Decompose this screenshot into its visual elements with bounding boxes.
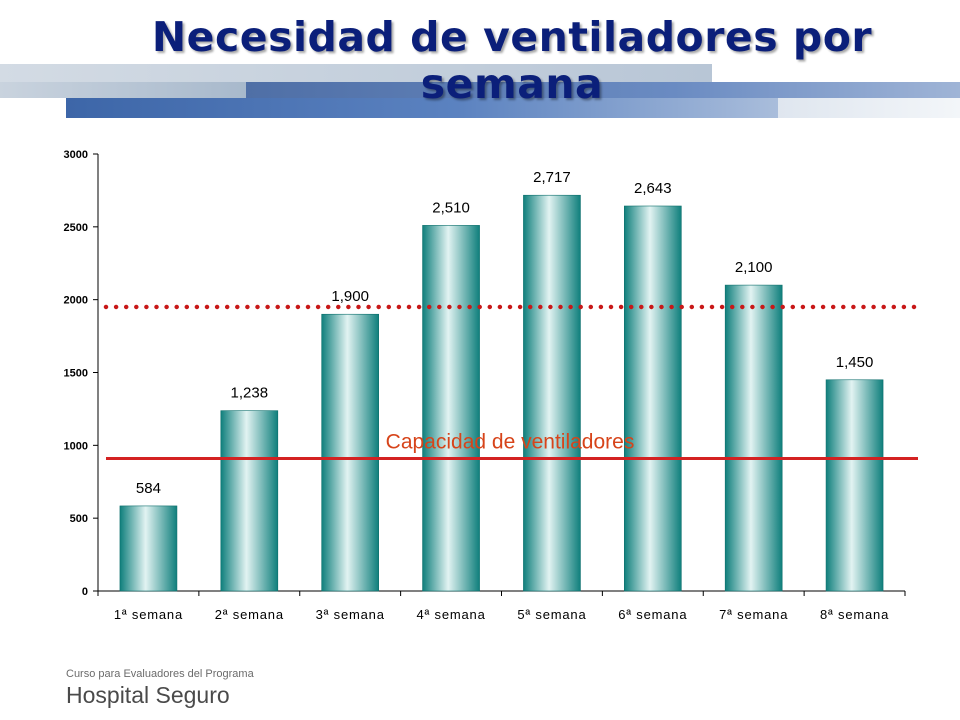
chart-labels: 584 1ª semana 1,238 2ª semana 1,900 3ª semana… (114, 169, 889, 622)
data-label: 2,100 (735, 259, 773, 276)
header-strip-low (66, 98, 778, 118)
capacity-line-label: Capacidad de ventiladores (386, 430, 635, 453)
x-tick-label: 2ª semana (215, 607, 284, 622)
footer-course: Curso para Evaluadores del Programa (66, 668, 254, 680)
header-strip-mid (0, 82, 246, 98)
bar (825, 379, 884, 592)
x-tick-label: 6ª semana (618, 607, 687, 622)
data-label: 2,643 (634, 180, 672, 197)
header-strip-top (0, 64, 712, 82)
header-strip-blue (246, 82, 960, 98)
y-tick-label: 2000 (64, 295, 88, 307)
data-label: 2,510 (432, 199, 470, 216)
header-strip-right (778, 98, 960, 118)
y-tick-label: 2500 (64, 222, 88, 234)
x-tick-label: 3ª semana (316, 607, 385, 622)
bar (523, 194, 581, 592)
y-tick-label: 500 (70, 513, 88, 525)
slide-title-line1: Necesidad de ventiladores por (151, 13, 873, 61)
chart-bars (119, 194, 884, 592)
chart-reference-lines: Capacidad de ventiladores (103, 304, 918, 460)
x-tick-label: 5ª semana (517, 607, 586, 622)
slide-title-line2: semana (420, 60, 604, 108)
slide-title: Necesidad de ventiladores por semana (0, 14, 960, 108)
x-tick-label: 1ª semana (114, 607, 183, 622)
data-label: 1,238 (231, 385, 269, 402)
data-label: 1,450 (836, 354, 874, 371)
x-tick-label: 7ª semana (719, 607, 788, 622)
bar (220, 410, 279, 592)
y-tick-label: 3000 (64, 149, 88, 161)
bar (724, 284, 783, 592)
header-band: Necesidad de ventiladores por semana (0, 0, 960, 122)
footer-logo: Curso para Evaluadores del Programa Hosp… (66, 668, 254, 709)
bar (119, 505, 178, 592)
data-label: 2,717 (533, 169, 571, 186)
data-label: 1,900 (331, 288, 369, 305)
footer-program: Hospital Seguro (66, 682, 230, 708)
bar (321, 313, 379, 592)
bar (422, 225, 480, 592)
x-tick-label: 8ª semana (820, 607, 889, 622)
data-label: 584 (136, 480, 161, 497)
y-tick-label: 1500 (64, 368, 88, 380)
y-tick-label: 0 (82, 586, 88, 598)
y-tick-label: 1000 (64, 440, 88, 452)
bar (624, 205, 682, 592)
x-tick-label: 4ª semana (417, 607, 486, 622)
